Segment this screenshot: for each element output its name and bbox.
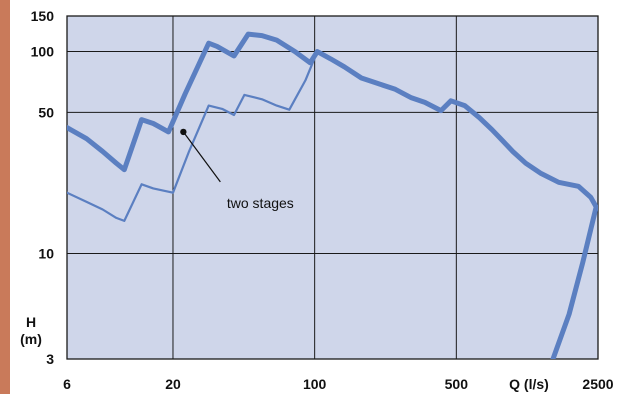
series-thick-curve [67, 31, 598, 359]
y-tick-label: 50 [38, 104, 54, 120]
annotation-point [180, 128, 187, 136]
y-tick-label: 10 [38, 245, 54, 261]
y-axis-label-unit: (m) [20, 331, 42, 347]
x-tick-label: 100 [303, 376, 327, 392]
plot-area [66, 15, 599, 360]
tick-label-layer: 6 20 100 500 2500 3 10 50 100 150 [31, 8, 614, 392]
y-tick-label: 100 [31, 44, 55, 60]
y-tick-label: 3 [46, 351, 54, 367]
edge-strip [0, 0, 10, 394]
edge-strip-layer [0, 0, 10, 394]
curve-layer [67, 31, 598, 359]
x-tick-label: 20 [165, 376, 181, 392]
axis-label-layer: Q (l/s) H (m) [20, 314, 549, 392]
y-axis-label-h: H [26, 314, 36, 330]
grid-layer [66, 15, 599, 360]
series-thin-curve [67, 50, 319, 222]
y-tick-label: 150 [31, 8, 55, 24]
x-tick-label: 500 [445, 376, 469, 392]
annotation-two-stages: two stages [227, 195, 294, 211]
x-tick-label: 6 [63, 376, 71, 392]
x-axis-label: Q (l/s) [509, 376, 549, 392]
annotation-layer: two stages [180, 128, 294, 211]
x-tick-label: 2500 [582, 376, 613, 392]
annotation-leader-line [182, 131, 221, 183]
